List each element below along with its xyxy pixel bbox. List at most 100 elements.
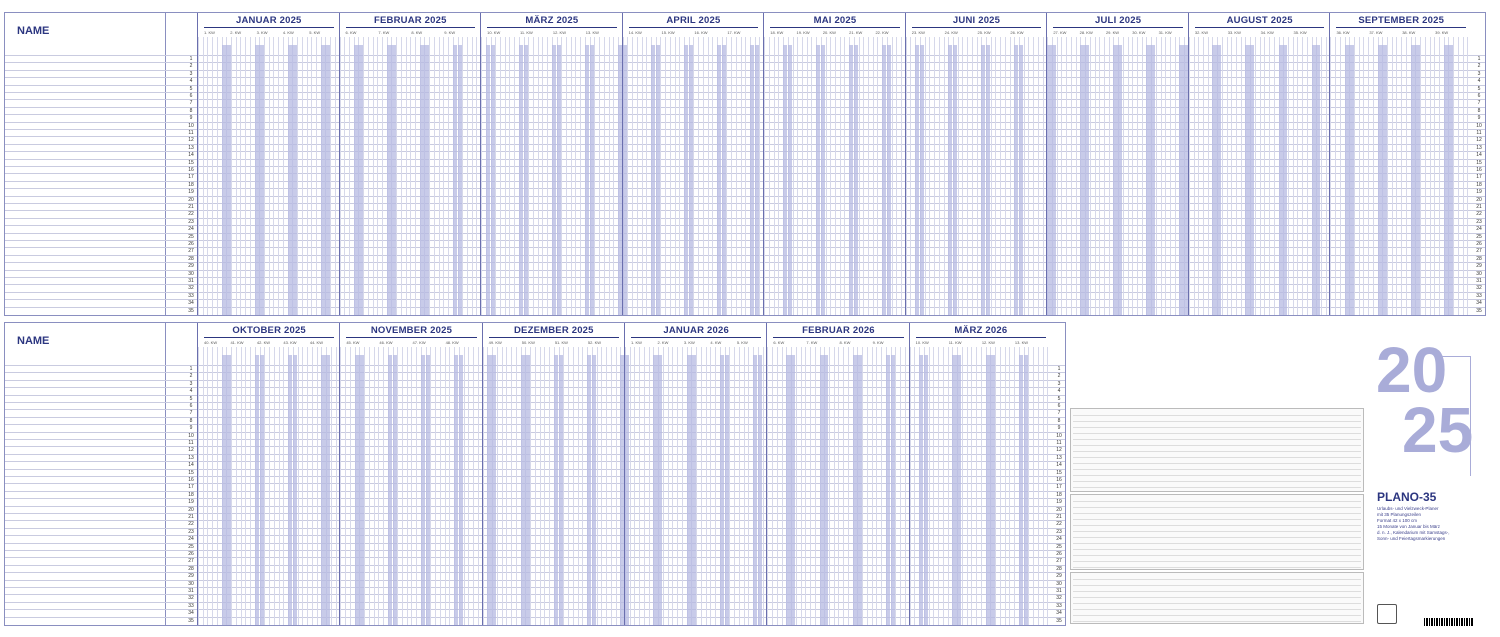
month-title-rule (345, 27, 476, 28)
day-column (367, 37, 369, 315)
day-column (896, 37, 898, 315)
row-number: 31 (188, 278, 194, 284)
month-title-rule (204, 337, 335, 338)
day-column (397, 347, 399, 625)
day-column (1198, 37, 1200, 315)
row-number: 8 (189, 107, 193, 114)
row-number: 18 (1056, 491, 1062, 498)
day-column (947, 347, 949, 625)
row-number: 15 (188, 159, 194, 166)
row-number: 5 (1057, 395, 1061, 402)
month-block: AUGUST 2025 32. KW 33. KW 34. KW 35. KW (1187, 13, 1331, 315)
row-line (5, 210, 1485, 212)
row-number: 20 (188, 506, 194, 513)
day-column (957, 37, 959, 315)
row-number: 2 (189, 63, 193, 70)
day-column (726, 37, 728, 315)
week-label: 16. KW (694, 30, 708, 35)
weekend-column (783, 45, 788, 315)
row-number: 19 (1476, 189, 1482, 196)
day-column (646, 37, 648, 315)
week-label: 8. KW (411, 30, 423, 35)
day-column (914, 347, 916, 625)
row-number: 3 (1477, 70, 1481, 77)
weekend-column (589, 45, 594, 315)
row-number: 14 (188, 152, 194, 159)
week-label: 1. KW (204, 30, 215, 35)
row-number: 26 (1056, 551, 1062, 557)
day-column (528, 37, 530, 315)
weekend-column (1113, 45, 1118, 315)
day-column (1372, 37, 1374, 315)
day-column (249, 37, 251, 315)
day-column (1009, 37, 1011, 315)
day-column (1000, 37, 1002, 315)
day-column (335, 347, 337, 625)
day-column (1273, 37, 1275, 315)
weekend-column (424, 45, 429, 315)
row-number: 4 (189, 78, 193, 85)
row-line (5, 136, 1485, 138)
week-label: 50. KW (521, 340, 535, 345)
month-title: MÄRZ 2026 (954, 325, 1008, 336)
day-column (700, 347, 702, 625)
day-column (477, 347, 479, 625)
week-label: 10. KW (915, 340, 929, 345)
row-number: 20 (188, 196, 194, 203)
day-column (372, 37, 374, 315)
weekend-column (719, 355, 725, 625)
row-number: 16 (1056, 477, 1062, 483)
weekend-column (387, 355, 392, 625)
weekend-column (1382, 45, 1387, 315)
day-column (698, 37, 700, 315)
day-column (938, 347, 940, 625)
day-column (876, 347, 878, 625)
day-column (938, 37, 940, 315)
table-rule (1073, 579, 1361, 580)
weekend-column (1283, 45, 1288, 315)
weekend-column (292, 45, 297, 315)
day-column (806, 37, 808, 315)
weekend-column (292, 355, 298, 625)
day-column (1160, 37, 1162, 315)
day-column (1089, 37, 1091, 315)
row-number: 25 (1056, 543, 1062, 550)
day-column (862, 347, 864, 625)
table-rule (1073, 451, 1361, 452)
row-number: 25 (1476, 233, 1482, 240)
day-column (1075, 37, 1077, 315)
day-column (444, 347, 446, 625)
day-column (278, 37, 280, 315)
month-block: DEZEMBER 2025 49. KW 50. KW 51. KW 52. KW (481, 323, 625, 625)
weekend-column (885, 355, 891, 625)
day-column (235, 37, 237, 315)
day-column (768, 37, 770, 315)
week-label: 28. KW (1079, 30, 1093, 35)
name-header: NAME (17, 335, 50, 347)
day-column (767, 347, 769, 625)
day-column (1099, 37, 1101, 315)
weekend-column (1018, 355, 1023, 625)
week-label: 15. KW (661, 30, 675, 35)
month-title-rule (1053, 27, 1183, 28)
day-column (468, 347, 470, 625)
day-column (568, 347, 570, 625)
row-line (5, 306, 1485, 308)
day-column (1009, 347, 1011, 625)
row-number: 31 (188, 588, 194, 594)
day-column (795, 347, 797, 625)
day-column (1155, 37, 1157, 315)
weekend-column (288, 355, 293, 625)
day-column (580, 37, 582, 315)
month-title-rule (911, 27, 1042, 28)
row-number: 31 (1056, 588, 1062, 594)
day-column (833, 347, 835, 625)
row-number: 17 (188, 484, 194, 491)
weekend-column (1184, 45, 1189, 315)
day-column (961, 347, 963, 625)
row-number: 27 (1056, 558, 1062, 565)
day-column (1401, 37, 1403, 315)
day-column (1170, 37, 1171, 315)
day-column (1462, 37, 1464, 315)
row-number: 11 (188, 130, 194, 136)
